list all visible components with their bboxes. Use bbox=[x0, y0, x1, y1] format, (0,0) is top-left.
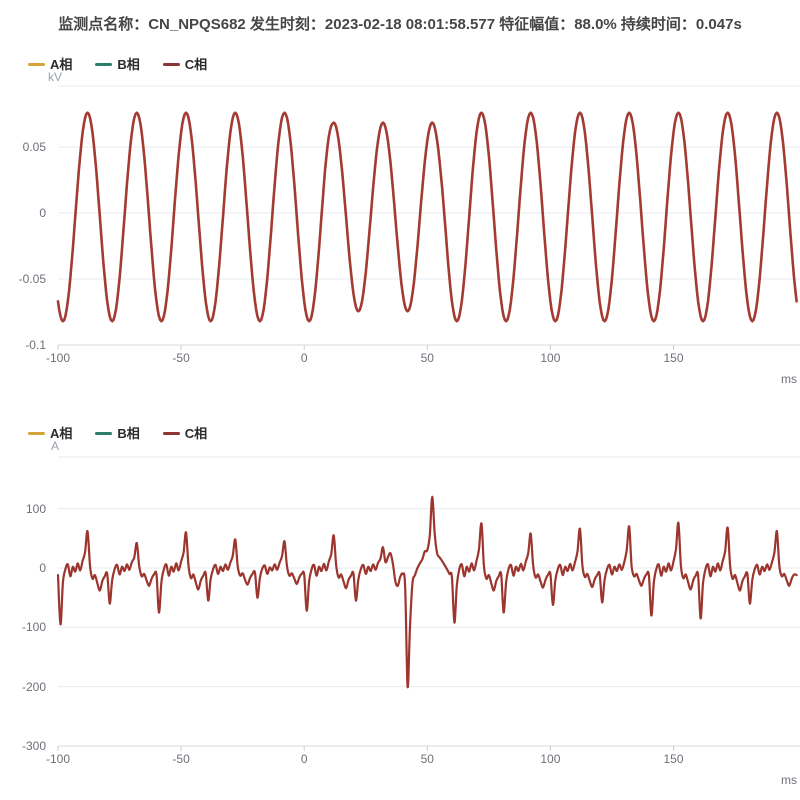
voltage-x-unit-label: ms bbox=[781, 372, 797, 386]
b-phase-label: B相 bbox=[117, 56, 140, 72]
voltage-legend-item-b-phase[interactable]: B相 bbox=[95, 56, 140, 72]
b-phase-label: B相 bbox=[117, 425, 140, 441]
current-legend-item-b-phase[interactable]: B相 bbox=[95, 425, 140, 441]
c-phase-label: C相 bbox=[184, 56, 208, 72]
current-x-unit-label: ms bbox=[781, 773, 797, 787]
current-x-axis-label: 50 bbox=[420, 752, 434, 766]
current-y-axis-label: -200 bbox=[21, 679, 46, 694]
voltage-y-axis-label: 0.05 bbox=[22, 140, 46, 154]
current-x-axis-label: -50 bbox=[172, 752, 190, 766]
current-legend-item-a-phase[interactable]: A相 bbox=[28, 427, 72, 440]
voltage-c-phase-waveform bbox=[56, 111, 798, 323]
current-x-axis-label: 100 bbox=[540, 752, 561, 766]
voltage-y-axis-label: -0.1 bbox=[25, 338, 46, 352]
voltage-legend-item-c-phase[interactable]: C相 bbox=[162, 56, 208, 72]
current-legend: A相 B相 C相 bbox=[28, 426, 207, 440]
voltage-legend: A相 B相 C相 bbox=[28, 57, 207, 71]
a-phase-line-marker bbox=[28, 62, 45, 66]
voltage-x-axis-label: 0 bbox=[300, 351, 308, 365]
voltage-x-axis-label: 50 bbox=[420, 351, 434, 365]
current-y-axis-label: 0 bbox=[39, 561, 46, 575]
current-unit-label: A bbox=[51, 439, 60, 453]
c-phase-line-marker bbox=[162, 62, 180, 66]
c-phase-label: C相 bbox=[184, 425, 208, 441]
a-phase-label: A相 bbox=[50, 56, 73, 72]
c-phase-line-marker bbox=[162, 431, 180, 435]
voltage-x-axis-label: -100 bbox=[45, 351, 71, 365]
a-phase-label: A相 bbox=[50, 425, 73, 441]
event-title: 监测点名称：CN_NPQS682 发生时刻：2023-02-18 08:01:5… bbox=[58, 16, 742, 33]
voltage-x-axis-label: 150 bbox=[663, 351, 684, 365]
voltage-unit-label: kV bbox=[48, 70, 63, 84]
voltage-legend-item-a-phase[interactable]: A相 bbox=[28, 58, 72, 71]
b-phase-line-marker bbox=[95, 62, 113, 66]
current-c-phase-waveform bbox=[56, 495, 798, 688]
current-legend-item-c-phase[interactable]: C相 bbox=[162, 425, 208, 441]
voltage-x-axis-label: 100 bbox=[540, 351, 561, 365]
voltage-y-axis-label: -0.05 bbox=[18, 272, 46, 286]
current-x-axis-label: -100 bbox=[45, 752, 71, 766]
b-phase-line-marker bbox=[95, 431, 113, 435]
voltage-y-axis-label: 0 bbox=[39, 206, 46, 220]
current-y-axis-label: -300 bbox=[21, 738, 46, 753]
current-x-axis-label: 150 bbox=[663, 752, 684, 766]
voltage-x-axis-label: -50 bbox=[172, 351, 190, 365]
current-y-axis-label: 100 bbox=[25, 501, 46, 516]
a-phase-line-marker bbox=[28, 431, 45, 435]
current-y-axis-label: -100 bbox=[21, 620, 46, 635]
current-x-axis-label: 0 bbox=[300, 752, 308, 766]
